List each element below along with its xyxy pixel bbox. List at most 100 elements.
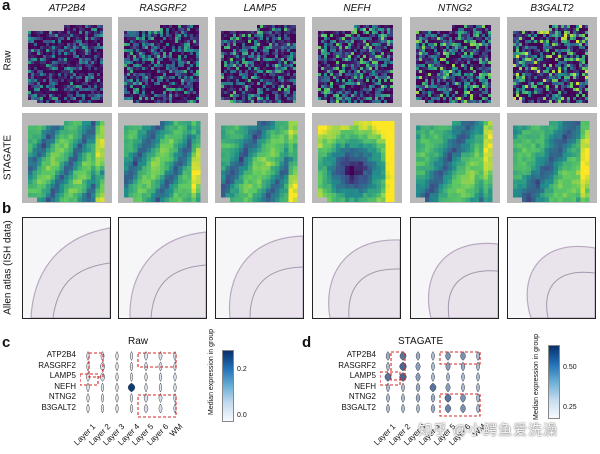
- spot: [531, 94, 534, 97]
- spot: [416, 125, 421, 130]
- spot: [564, 70, 567, 73]
- spot: [381, 31, 384, 34]
- spot: [182, 125, 187, 130]
- spot: [142, 134, 147, 139]
- spot: [561, 97, 564, 100]
- spot: [375, 82, 378, 85]
- spot: [169, 148, 174, 153]
- spot: [390, 52, 393, 55]
- spot: [449, 82, 452, 85]
- spot: [531, 91, 534, 94]
- spot: [221, 40, 224, 43]
- spot: [155, 143, 160, 148]
- spot: [248, 67, 251, 70]
- spot: [537, 64, 540, 67]
- spot: [465, 130, 470, 135]
- spot: [73, 152, 78, 157]
- spot: [431, 88, 434, 91]
- spot: [187, 70, 190, 73]
- spot: [85, 61, 88, 64]
- spot: [425, 73, 428, 76]
- spot: [287, 79, 290, 82]
- spot: [434, 67, 437, 70]
- spot: [428, 31, 431, 34]
- spot: [322, 193, 327, 198]
- spot: [124, 88, 127, 91]
- spot: [567, 97, 570, 100]
- spot: [151, 64, 154, 67]
- spot: [127, 31, 130, 34]
- spot: [28, 139, 33, 144]
- spot: [366, 43, 369, 46]
- spot: [275, 188, 280, 193]
- spot: [579, 28, 582, 31]
- spot: [348, 46, 351, 49]
- spot: [416, 130, 421, 135]
- spot: [169, 130, 174, 135]
- spot: [275, 55, 278, 58]
- spot: [64, 175, 69, 180]
- spot: [263, 43, 266, 46]
- spot: [263, 64, 266, 67]
- spot: [284, 91, 287, 94]
- spot: [55, 37, 58, 40]
- spot: [564, 37, 567, 40]
- spot: [173, 134, 178, 139]
- spot: [133, 161, 138, 166]
- spot: [558, 34, 561, 37]
- spot: [437, 46, 440, 49]
- spot: [470, 46, 473, 49]
- spot: [322, 157, 327, 162]
- spot: [243, 130, 248, 135]
- spot: [479, 64, 482, 67]
- spot: [59, 170, 64, 175]
- spot: [522, 91, 525, 94]
- spot: [28, 49, 31, 52]
- spot: [534, 55, 537, 58]
- spot: [582, 100, 585, 103]
- spot: [582, 37, 585, 40]
- spot: [32, 152, 37, 157]
- spot: [73, 134, 78, 139]
- spot: [94, 79, 97, 82]
- spot: [349, 139, 354, 144]
- spot: [570, 49, 573, 52]
- spot: [470, 85, 473, 88]
- spot: [136, 64, 139, 67]
- spot: [166, 91, 169, 94]
- spot: [340, 188, 345, 193]
- spot: [239, 175, 244, 180]
- spot: [95, 134, 100, 139]
- spot: [97, 52, 100, 55]
- spot: [357, 40, 360, 43]
- spot: [242, 82, 245, 85]
- spot: [239, 58, 242, 61]
- spot: [275, 61, 278, 64]
- spot: [28, 130, 33, 135]
- spot: [534, 91, 537, 94]
- spot: [387, 31, 390, 34]
- spot: [464, 64, 467, 67]
- spot: [137, 161, 142, 166]
- spot: [88, 79, 91, 82]
- spot: [458, 73, 461, 76]
- spot: [148, 64, 151, 67]
- spot: [46, 88, 49, 91]
- spot: [266, 170, 271, 175]
- spot: [461, 97, 464, 100]
- spot: [555, 82, 558, 85]
- spot: [552, 28, 555, 31]
- spot: [142, 37, 145, 40]
- spot: [279, 134, 284, 139]
- spot: [40, 58, 43, 61]
- spot: [46, 188, 51, 193]
- row-label-stagate: STAGATE: [2, 134, 14, 181]
- spot: [358, 170, 363, 175]
- spot: [519, 31, 522, 34]
- spot: [360, 43, 363, 46]
- spot: [151, 85, 154, 88]
- spot: [443, 73, 446, 76]
- spot: [522, 85, 525, 88]
- spot: [476, 43, 479, 46]
- spot: [67, 85, 70, 88]
